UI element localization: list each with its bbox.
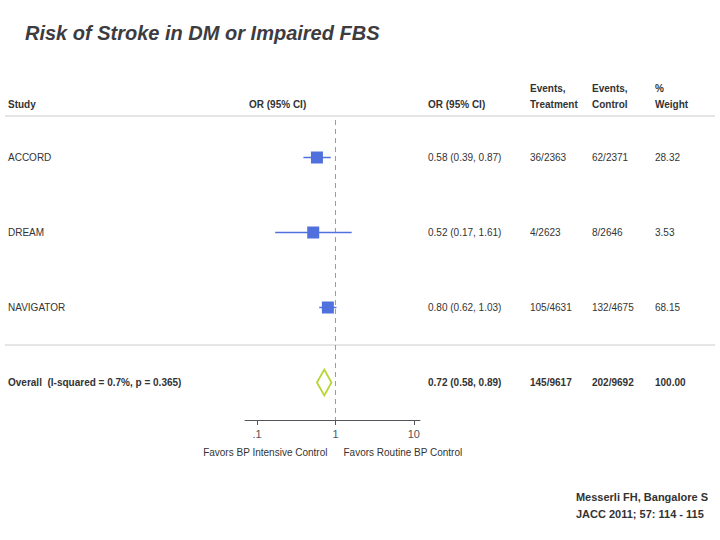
svg-text:0.58 (0.39, 0.87): 0.58 (0.39, 0.87): [428, 152, 501, 163]
svg-text:Events,: Events,: [592, 83, 628, 94]
svg-text:DREAM: DREAM: [8, 227, 44, 238]
svg-text:Messerli FH, Bangalore S: Messerli FH, Bangalore S: [576, 491, 708, 503]
svg-text:Control: Control: [592, 99, 628, 110]
svg-text:Treatment: Treatment: [530, 99, 578, 110]
svg-text:.1: .1: [253, 428, 262, 440]
svg-text:28.32: 28.32: [655, 152, 680, 163]
svg-text:Favors Routine BP Control: Favors Routine BP Control: [343, 447, 462, 458]
svg-text:202/9692: 202/9692: [592, 377, 634, 388]
svg-text:0.52 (0.17, 1.61): 0.52 (0.17, 1.61): [428, 227, 501, 238]
svg-text:0.80 (0.62, 1.03): 0.80 (0.62, 1.03): [428, 302, 501, 313]
svg-text:3.53: 3.53: [655, 227, 675, 238]
svg-text:132/4675: 132/4675: [592, 302, 634, 313]
svg-text:100.00: 100.00: [655, 377, 686, 388]
svg-text:8/2646: 8/2646: [592, 227, 623, 238]
svg-text:Overall (I-squared = 0.7%, p: Overall (I-squared = 0.7%, p = 0.365): [8, 377, 181, 388]
svg-text:NAVIGATOR: NAVIGATOR: [8, 302, 65, 313]
svg-text:ACCORD: ACCORD: [8, 152, 51, 163]
svg-text:68.15: 68.15: [655, 302, 680, 313]
svg-text:145/9617: 145/9617: [530, 377, 572, 388]
svg-text:OR (95% CI): OR (95% CI): [428, 99, 485, 110]
svg-text:10: 10: [408, 428, 420, 440]
svg-text:62/2371: 62/2371: [592, 152, 629, 163]
svg-text:4/2623: 4/2623: [530, 227, 561, 238]
svg-text:36/2363: 36/2363: [530, 152, 567, 163]
svg-text:0.72 (0.58, 0.89): 0.72 (0.58, 0.89): [428, 377, 501, 388]
svg-text:Risk of Stroke in DM or Impair: Risk of Stroke in DM or Impaired FBS: [25, 22, 380, 44]
svg-text:Weight: Weight: [655, 99, 689, 110]
svg-text:OR (95% CI): OR (95% CI): [249, 99, 306, 110]
svg-text:Favors BP Intensive Control: Favors BP Intensive Control: [203, 447, 327, 458]
svg-text:Study: Study: [8, 99, 36, 110]
svg-text:Events,: Events,: [530, 83, 566, 94]
svg-text:1: 1: [332, 428, 338, 440]
svg-text:%: %: [655, 83, 664, 94]
svg-text:JACC 2011; 57: 114 - 115: JACC 2011; 57: 114 - 115: [576, 508, 704, 520]
svg-text:105/4631: 105/4631: [530, 302, 572, 313]
